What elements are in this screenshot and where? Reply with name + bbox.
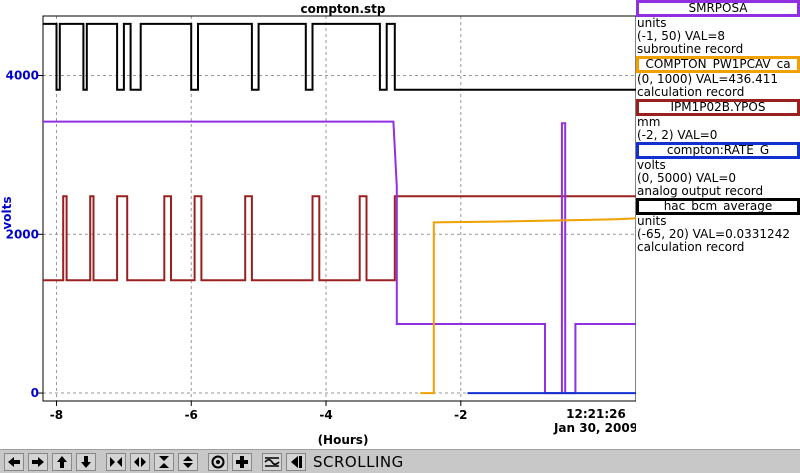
- arrow-down-icon[interactable]: [76, 453, 96, 471]
- legend-item-range-val: (0, 1000) VAL=436.411: [637, 72, 778, 86]
- legend-item[interactable]: SMRPOSA units (-1, 50) VAL=8 subroutine rec…: [636, 0, 800, 56]
- x-tick-label: -8: [50, 408, 63, 422]
- stripchart: compton.stp -8 -6 -4 -2 0 2000 4000 volts (Hou…: [0, 2, 636, 447]
- legend-item-record: subroutine record: [637, 42, 744, 56]
- timestamp-time: 12:21:26: [566, 407, 626, 421]
- expand-horizontal-icon[interactable]: [106, 453, 126, 471]
- toolbar: SCROLLING: [0, 449, 800, 473]
- legend-item-name[interactable]: COMPTON_PW1PCAV_ca: [636, 56, 800, 73]
- arrow-right-icon[interactable]: [28, 453, 48, 471]
- legend-item-units: mm: [637, 115, 661, 129]
- legend-item-range-val: (0, 5000) VAL=0: [637, 171, 737, 185]
- scroll-status: SCROLLING: [313, 453, 404, 471]
- legend: SMRPOSA units (-1, 50) VAL=8 subroutine rec…: [636, 0, 800, 254]
- arrow-left-icon[interactable]: [4, 453, 24, 471]
- legend-item-record: calculation record: [637, 240, 745, 254]
- series-line-1: [43, 195, 636, 282]
- legend-item-record: analog output record: [637, 184, 764, 198]
- play-back-icon[interactable]: [286, 453, 306, 471]
- add-icon[interactable]: [232, 453, 252, 471]
- compress-horizontal-icon[interactable]: [130, 453, 150, 471]
- x-tick-label: -4: [319, 408, 332, 422]
- x-tick-label: -2: [454, 408, 467, 422]
- x-axis-label: (Hours): [318, 433, 369, 447]
- waveform-icon[interactable]: [262, 453, 282, 471]
- series-line-2: [43, 120, 636, 395]
- y-tick-label: 4000: [6, 69, 39, 83]
- legend-item-range-val: (-2, 2) VAL=0: [637, 128, 718, 142]
- series-line-0: [43, 22, 636, 91]
- legend-item-range-val: (-65, 20) VAL=0.0331242: [637, 227, 790, 241]
- y-tick-label: 0: [31, 386, 39, 400]
- legend-item[interactable]: IPM1P02B.YPOS mm (-2, 2) VAL=0: [636, 99, 800, 142]
- legend-item-record: calculation record: [637, 85, 745, 99]
- grid: [43, 16, 636, 401]
- legend-item[interactable]: compton:RATE_G volts (0, 5000) VAL=0 analog…: [636, 142, 800, 198]
- series-layer: [43, 22, 636, 395]
- legend-item-units: volts: [637, 158, 666, 172]
- compress-vertical-icon[interactable]: [178, 453, 198, 471]
- y-axis-label: volts: [0, 196, 14, 229]
- legend-item-name[interactable]: SMRPOSA: [636, 0, 800, 17]
- legend-item-units: units: [637, 214, 667, 228]
- legend-item-range-val: (-1, 50) VAL=8: [637, 29, 726, 43]
- legend-item-name[interactable]: hac_bcm_average: [636, 198, 800, 215]
- expand-vertical-icon[interactable]: [154, 453, 174, 471]
- legend-item[interactable]: hac_bcm_average units (-65, 20) VAL=0.0331…: [636, 198, 800, 254]
- ticks-layer: -8 -6 -4 -2 0 2000 4000: [6, 69, 468, 422]
- x-tick-label: -6: [185, 408, 198, 422]
- legend-item[interactable]: COMPTON_PW1PCAV_ca (0, 1000) VAL=436.411 c…: [636, 56, 800, 99]
- legend-item-units: units: [637, 16, 667, 30]
- record-icon[interactable]: [208, 453, 228, 471]
- chart-title: compton.stp: [300, 2, 385, 16]
- plot-frame: [42, 15, 636, 402]
- arrow-up-icon[interactable]: [52, 453, 72, 471]
- legend-item-name[interactable]: compton:RATE_G: [636, 142, 800, 159]
- legend-item-name[interactable]: IPM1P02B.YPOS: [636, 99, 800, 116]
- timestamp-date: Jan 30, 2009: [553, 421, 636, 435]
- y-tick-label: 2000: [6, 227, 39, 241]
- series-line-3: [420, 217, 636, 395]
